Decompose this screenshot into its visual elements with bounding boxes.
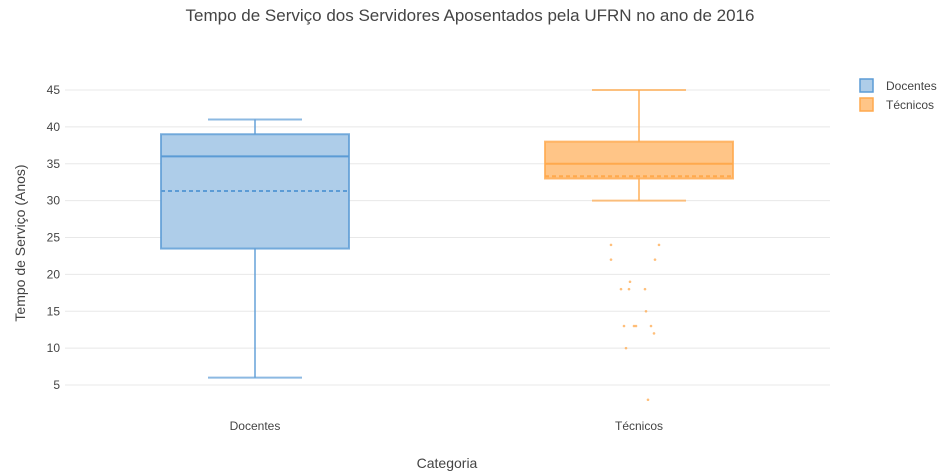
outlier-point — [644, 309, 648, 313]
y-tick-label: 25 — [47, 231, 61, 245]
legend-item-docentes[interactable]: Docentes — [859, 78, 937, 93]
outlier-point — [619, 287, 623, 291]
y-tick-label: 40 — [47, 120, 61, 134]
outlier-point — [649, 324, 653, 328]
outlier-point — [609, 258, 613, 261]
y-tick-label: 35 — [47, 157, 61, 171]
x-tick-label: Técnicos — [615, 419, 663, 433]
box-series — [160, 89, 734, 402]
x-axis-title: Categoria — [417, 455, 478, 471]
y-tick-label: 10 — [47, 341, 61, 355]
y-tick-label: 30 — [47, 194, 61, 208]
outlier-point — [622, 324, 626, 328]
outlier-point — [632, 324, 636, 328]
outlier-point — [624, 346, 628, 350]
outlier-point — [628, 280, 632, 284]
box-docentes — [160, 118, 350, 379]
legend-label: Técnicos — [886, 98, 934, 112]
outlier-point — [653, 258, 657, 261]
y-tick-label: 5 — [53, 378, 60, 392]
outlier-point — [627, 287, 631, 291]
y-tick-label: 45 — [47, 83, 61, 97]
legend-item-tecnicos[interactable]: Técnicos — [859, 97, 934, 112]
legend[interactable]: Docentes Técnicos — [859, 78, 937, 112]
outlier-point — [652, 332, 656, 335]
x-tick-label: Docentes — [230, 419, 281, 433]
y-axis-title: Tempo de Serviço (Anos) — [12, 164, 28, 321]
chart-title: Tempo de Serviço dos Servidores Aposenta… — [186, 6, 755, 25]
y-tick-label: 15 — [47, 304, 61, 318]
x-axis-ticks: Docentes Técnicos — [230, 419, 663, 433]
outlier-point — [609, 243, 613, 247]
y-axis-ticks: 5 10 15 20 25 30 35 40 45 — [47, 83, 61, 392]
y-tick-label: 20 — [47, 267, 61, 281]
outlier-point — [634, 324, 638, 328]
legend-label: Docentes — [886, 79, 937, 93]
outlier-point — [643, 287, 647, 291]
iqr-box — [544, 140, 734, 180]
legend-swatch — [859, 78, 874, 93]
box-tecnicos — [544, 89, 734, 402]
legend-swatch — [859, 97, 874, 112]
outlier-point — [646, 398, 650, 402]
outlier-point — [657, 243, 661, 247]
